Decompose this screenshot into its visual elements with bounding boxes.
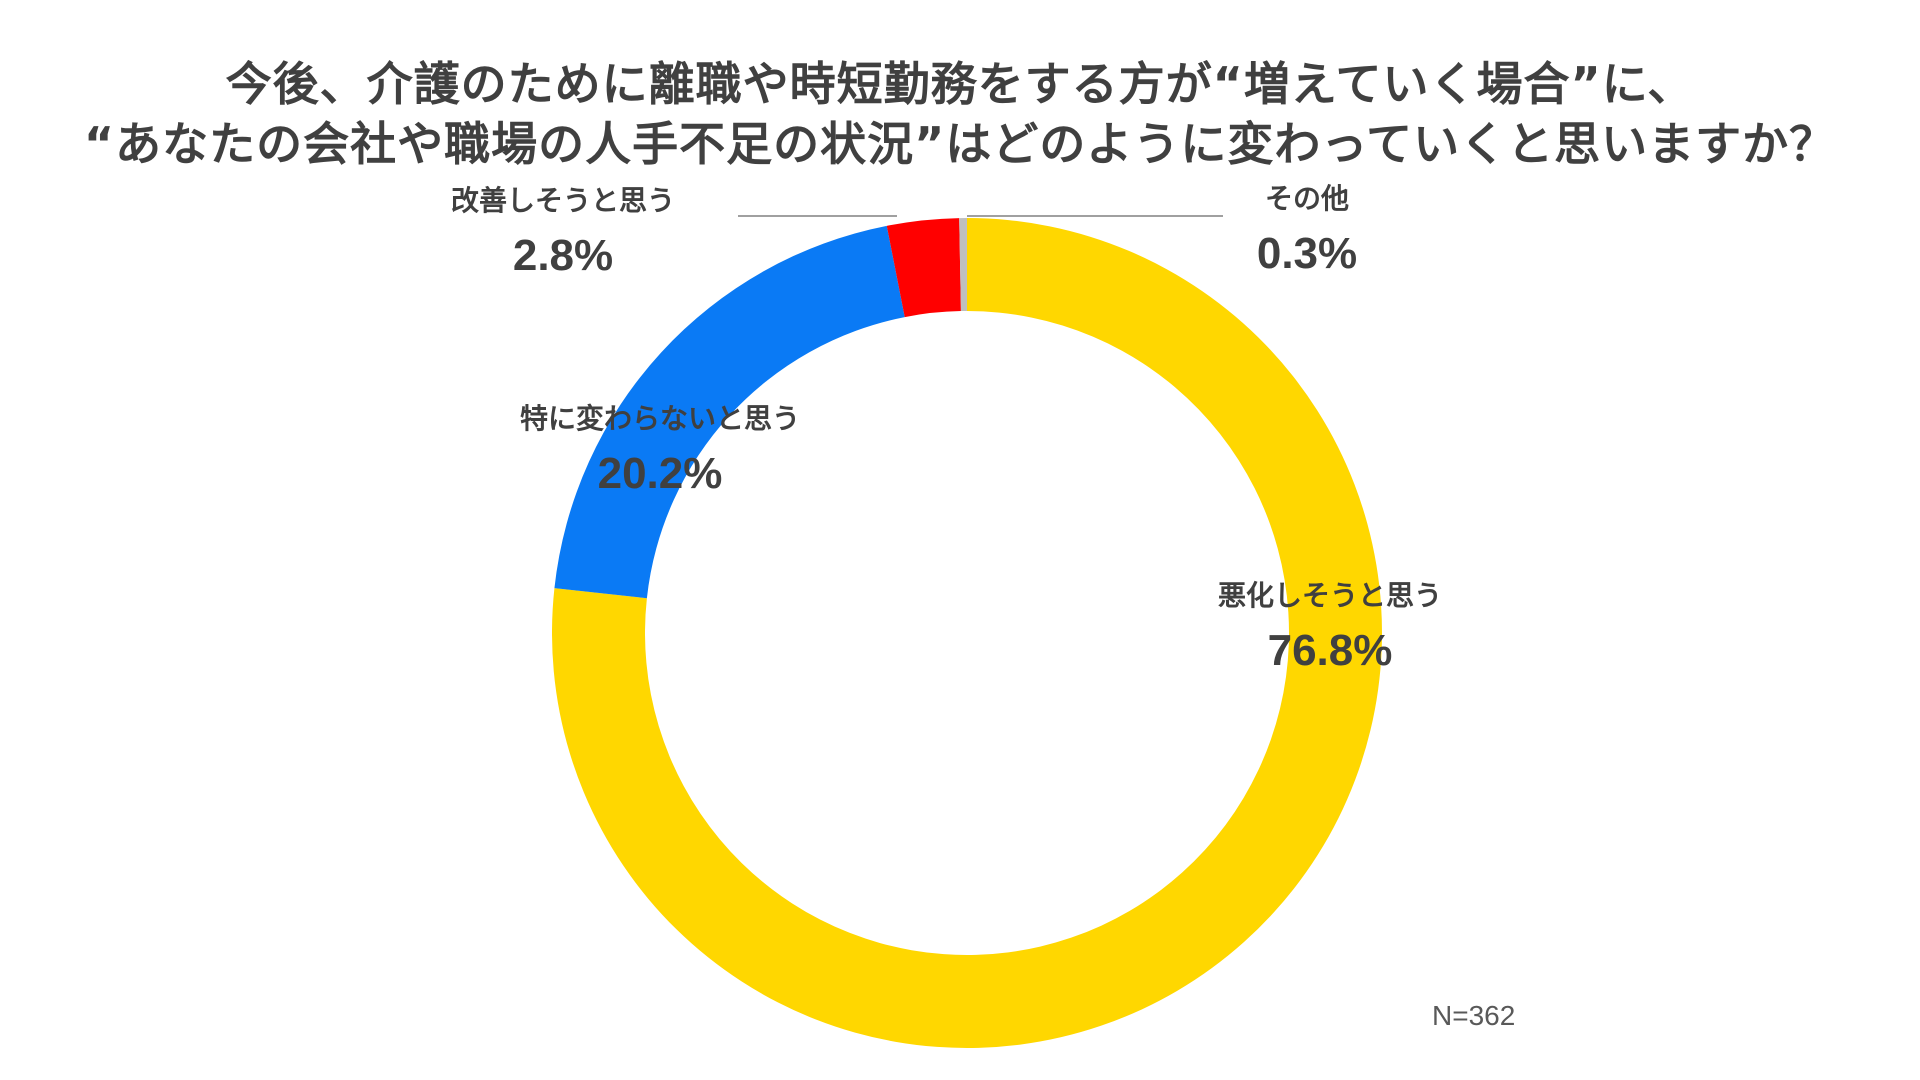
donut-segments <box>552 218 1382 1048</box>
chart-title-line-2: “あなたの会社や職場の人手不足の状況”はどのように変わっていくと思いますか？ <box>83 117 1837 171</box>
donut-slice-no-change <box>554 225 905 599</box>
segment-label-worsen: 悪化しそうと思う <box>1218 579 1442 612</box>
segment-labels: 悪化しそうと思う 76.8% 特に変わらないと思う 20.2% 改善しそうと思う 2.8%… <box>451 182 1442 675</box>
chart-title-line-1: 今後、介護のために離職や時短勤務をする方が“増えていく場合”に、 <box>225 57 1695 111</box>
sample-size-note: N=362 <box>1432 1000 1516 1031</box>
segment-value-no-change: 20.2% <box>598 449 723 498</box>
segment-label-no-change: 特に変わらないと思う <box>520 402 800 435</box>
segment-value-worsen: 76.8% <box>1268 626 1393 675</box>
segment-label-improve: 改善しそうと思う <box>451 184 675 217</box>
segment-value-improve: 2.8% <box>513 231 613 280</box>
segment-value-other: 0.3% <box>1257 229 1357 278</box>
donut-slice-other <box>959 218 967 312</box>
segment-label-other: その他 <box>1265 182 1349 215</box>
donut-slice-improve <box>886 218 961 318</box>
